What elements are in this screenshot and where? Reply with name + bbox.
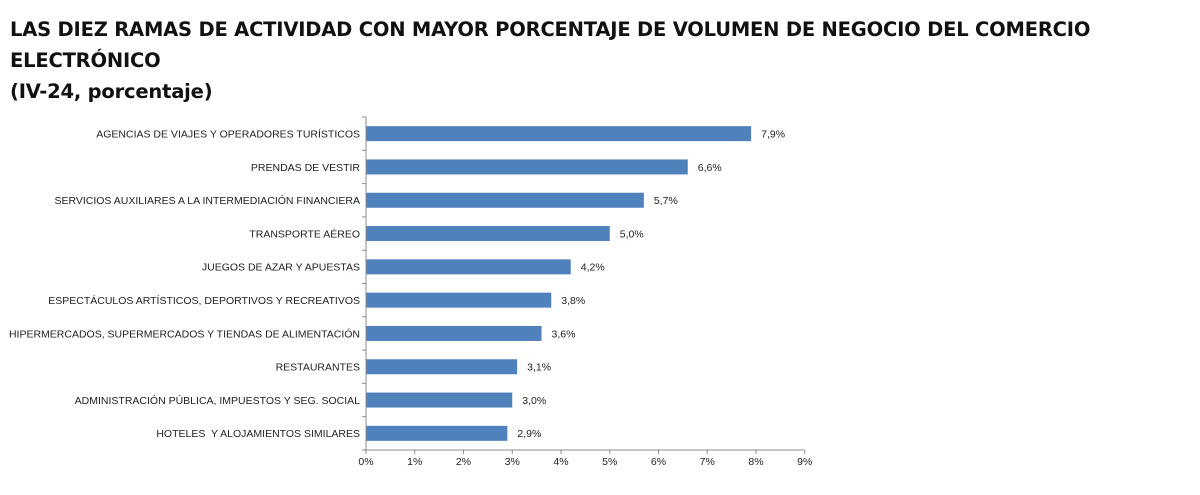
bar [366, 259, 571, 275]
x-tick-label: 9% [797, 456, 812, 468]
bar [366, 292, 552, 308]
category-label: JUEGOS DE AZAR Y APUESTAS [202, 262, 360, 274]
category-label: ADMINISTRACIÓN PÚBLICA, IMPUESTOS Y SEG.… [75, 394, 360, 407]
chart-title-text: LAS DIEZ RAMAS DE ACTIVIDAD CON MAYOR PO… [10, 18, 1091, 72]
bar [366, 192, 644, 208]
bar [366, 159, 688, 175]
x-tick-label: 6% [651, 456, 666, 468]
data-label: 5,7% [654, 195, 678, 207]
data-label: 3,0% [522, 395, 546, 407]
bar [366, 425, 508, 441]
x-tick-label: 4% [553, 456, 568, 468]
category-label: SERVICIOS AUXILIARES A LA INTERMEDIACIÓN… [54, 194, 360, 207]
x-tick-label: 7% [700, 456, 715, 468]
data-label: 7,9% [761, 128, 785, 140]
x-tick-label: 1% [407, 456, 422, 468]
x-tick-label: 8% [748, 456, 763, 468]
x-tick-label: 3% [505, 456, 520, 468]
category-label: HIPERMERCADOS, SUPERMERCADOS Y TIENDAS D… [9, 327, 360, 340]
category-label: AGENCIAS DE VIAJES Y OPERADORES TURÍSTIC… [96, 127, 360, 140]
bar [366, 359, 518, 375]
chart-title: LAS DIEZ RAMAS DE ACTIVIDAD CON MAYOR PO… [10, 14, 1195, 107]
data-label: 3,6% [552, 328, 576, 340]
data-label: 4,2% [581, 262, 605, 274]
bar [366, 226, 610, 242]
data-label: 2,9% [517, 428, 541, 440]
x-tick-label: 2% [456, 456, 471, 468]
bar [366, 325, 542, 341]
data-label: 3,1% [527, 362, 551, 374]
bars-layer: 7,9% 6,6% 5,7% 5,0% 4,2% 3,8% 3,6% 3,1% 3,0% 2,9% [366, 126, 785, 441]
x-tick-label: 5% [602, 456, 617, 468]
axes-layer: AGENCIAS DE VIAJES Y OPERADORES TURÍSTIC… [9, 116, 812, 468]
data-label: 5,0% [620, 228, 644, 240]
data-label: 6,6% [698, 162, 722, 174]
category-label: RESTAURANTES [276, 362, 360, 374]
category-label: TRANSPORTE AÉREO [249, 227, 360, 240]
category-label: ESPECTÁCULOS ARTÍSTICOS, DEPORTIVOS Y RE… [48, 294, 360, 307]
bar [366, 392, 513, 408]
x-tick-label: 0% [358, 456, 373, 468]
category-label: PRENDAS DE VESTIR [251, 162, 361, 174]
chart-subtitle: (IV-24, porcentaje) [10, 80, 213, 103]
data-label: 3,8% [561, 295, 585, 307]
bar [366, 126, 752, 142]
category-label: HOTELES Y ALOJAMIENTOS SIMILARES [156, 428, 360, 440]
